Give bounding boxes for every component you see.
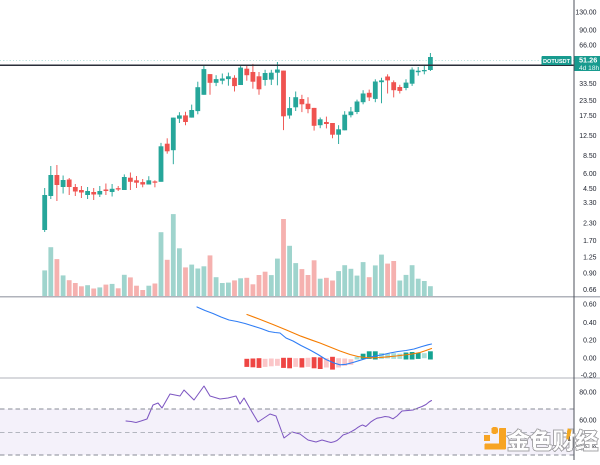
- svg-text:66.00: 66.00: [579, 43, 596, 50]
- svg-text:4.50: 4.50: [583, 186, 597, 193]
- svg-text:17.50: 17.50: [579, 113, 596, 120]
- svg-text:4d 18h: 4d 18h: [579, 65, 600, 72]
- svg-text:0.90: 0.90: [583, 271, 597, 278]
- svg-text:23.50: 23.50: [579, 98, 596, 105]
- svg-text:-0.20: -0.20: [581, 373, 597, 380]
- svg-text:60.00: 60.00: [579, 418, 596, 425]
- svg-text:80.00: 80.00: [579, 389, 596, 396]
- svg-text:2.30: 2.30: [583, 221, 597, 228]
- svg-text:DOTUSDT: DOTUSDT: [543, 59, 570, 65]
- svg-text:0.20: 0.20: [583, 337, 597, 344]
- svg-text:90.00: 90.00: [579, 28, 596, 35]
- svg-text:33.50: 33.50: [579, 81, 596, 88]
- svg-text:6.00: 6.00: [583, 171, 597, 178]
- svg-text:8.50: 8.50: [583, 153, 597, 160]
- svg-text:12.50: 12.50: [579, 133, 596, 140]
- svg-text:3.30: 3.30: [583, 200, 597, 207]
- svg-text:1.25: 1.25: [583, 255, 597, 262]
- svg-text:0.40: 0.40: [583, 320, 597, 327]
- svg-text:130.00: 130.00: [575, 9, 596, 16]
- svg-text:51.26: 51.26: [579, 56, 597, 65]
- svg-text:1.70: 1.70: [583, 238, 597, 245]
- svg-text:0.66: 0.66: [583, 287, 597, 294]
- svg-text:0.60: 0.60: [583, 302, 597, 309]
- svg-text:0.00: 0.00: [583, 355, 597, 362]
